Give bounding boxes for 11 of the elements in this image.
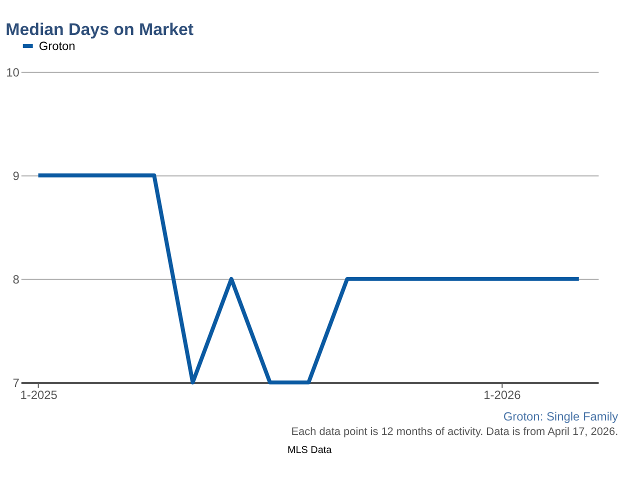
y-tick-label: 10 (6, 65, 20, 80)
x-tick-label: 1-2025 (20, 388, 58, 402)
y-tick-label: 9 (12, 168, 20, 183)
text: Groton: Single Family (503, 409, 618, 424)
legend-label: Groton (38, 39, 76, 54)
x-tick-label: 1-2026 (484, 388, 522, 402)
chart-title: Median Days on Market (6, 20, 194, 40)
text: MLS Data (287, 445, 332, 456)
text: Each data point is 12 months of activity. Data is from April 17, 2026. (291, 426, 618, 438)
y-tick-label: 8 (12, 272, 20, 286)
y-tick-label: 7 (12, 376, 20, 390)
